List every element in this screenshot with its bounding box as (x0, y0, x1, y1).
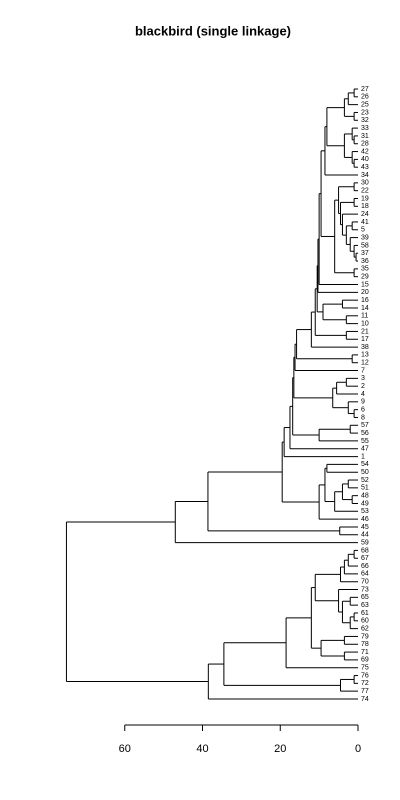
leaf-label: 64 (361, 571, 369, 578)
leaf-label: 38 (361, 344, 369, 351)
leaf-label: 37 (361, 250, 369, 257)
leaf-label: 40 (361, 156, 369, 163)
leaf-label: 48 (361, 493, 369, 500)
leaf-label: 34 (361, 172, 369, 179)
leaf-label: 41 (361, 219, 369, 226)
leaf-label: 16 (361, 297, 369, 304)
leaf-label: 55 (361, 438, 369, 445)
leaf-label: 8 (361, 414, 365, 421)
leaf-label: 56 (361, 430, 369, 437)
leaf-label: 79 (361, 633, 369, 640)
leaf-label: 1 (361, 453, 365, 460)
leaf-label: 28 (361, 141, 369, 148)
leaf-label: 22 (361, 188, 369, 195)
leaf-label: 63 (361, 602, 369, 609)
leaf-label: 11 (361, 313, 368, 320)
x-tick-label: 20 (274, 743, 286, 755)
leaf-label: 61 (361, 610, 369, 617)
leaf-label: 5 (361, 227, 365, 234)
leaf-label: 53 (361, 508, 369, 515)
leaf-label: 39 (361, 234, 369, 241)
leaf-label: 21 (361, 328, 369, 335)
leaf-label: 72 (361, 680, 369, 687)
leaf-label: 19 (361, 195, 369, 202)
leaf-label: 69 (361, 657, 369, 664)
leaf-label: 70 (361, 579, 369, 586)
leaf-label: 4 (361, 391, 365, 398)
leaf-label: 76 (361, 672, 369, 679)
x-tick-label: 60 (119, 743, 131, 755)
leaf-label: 13 (361, 352, 369, 359)
x-tick-label: 40 (196, 743, 208, 755)
leaf-label: 58 (361, 242, 369, 249)
leaf-label: 77 (361, 688, 369, 695)
leaf-label: 20 (361, 289, 369, 296)
leaf-label: 9 (361, 399, 365, 406)
leaf-label: 29 (361, 274, 369, 281)
leaf-label: 30 (361, 180, 369, 187)
leaf-label: 23 (361, 109, 369, 116)
leaf-label: 18 (361, 203, 369, 210)
leaf-label: 43 (361, 164, 369, 171)
leaf-label: 71 (361, 649, 369, 656)
leaf-label: 24 (361, 211, 369, 218)
leaf-label: 49 (361, 500, 369, 507)
leaf-label: 25 (361, 101, 369, 108)
leaf-label: 68 (361, 547, 369, 554)
leaf-label: 36 (361, 258, 369, 265)
chart-title: blackbird (single linkage) (135, 23, 291, 38)
leaf-label: 57 (361, 422, 369, 429)
leaf-label: 75 (361, 665, 369, 672)
leaf-label: 54 (361, 461, 369, 468)
leaf-label: 15 (361, 281, 369, 288)
leaf-label: 26 (361, 94, 369, 101)
leaf-label: 44 (361, 532, 369, 539)
leaf-label: 65 (361, 594, 369, 601)
leaf-label: 67 (361, 555, 369, 562)
leaf-label: 12 (361, 360, 369, 367)
leaf-label: 46 (361, 516, 369, 523)
leaf-label: 7 (361, 367, 365, 374)
leaf-label: 6 (361, 406, 365, 413)
leaf-label: 42 (361, 148, 369, 155)
leaf-label: 35 (361, 266, 369, 273)
leaf-label: 62 (361, 625, 369, 632)
leaf-label: 31 (361, 133, 369, 140)
leaf-label: 2 (361, 383, 365, 390)
leaf-label: 51 (361, 485, 369, 492)
leaf-label: 60 (361, 618, 369, 625)
leaf-label: 32 (361, 117, 369, 124)
leaf-label: 74 (361, 696, 369, 703)
leaf-label: 27 (361, 86, 369, 93)
leaf-label: 73 (361, 586, 369, 593)
leaf-label: 47 (361, 446, 369, 453)
leaf-label: 50 (361, 469, 369, 476)
leaf-label: 14 (361, 305, 369, 312)
leaf-label: 66 (361, 563, 369, 570)
leaf-label: 17 (361, 336, 369, 343)
leaf-label: 59 (361, 539, 369, 546)
leaf-label: 52 (361, 477, 369, 484)
x-tick-label: 0 (355, 743, 361, 755)
leaf-label: 33 (361, 125, 369, 132)
leaf-label: 78 (361, 641, 369, 648)
leaf-label: 3 (361, 375, 365, 382)
leaf-label: 10 (361, 320, 369, 327)
leaf-label: 45 (361, 524, 369, 531)
